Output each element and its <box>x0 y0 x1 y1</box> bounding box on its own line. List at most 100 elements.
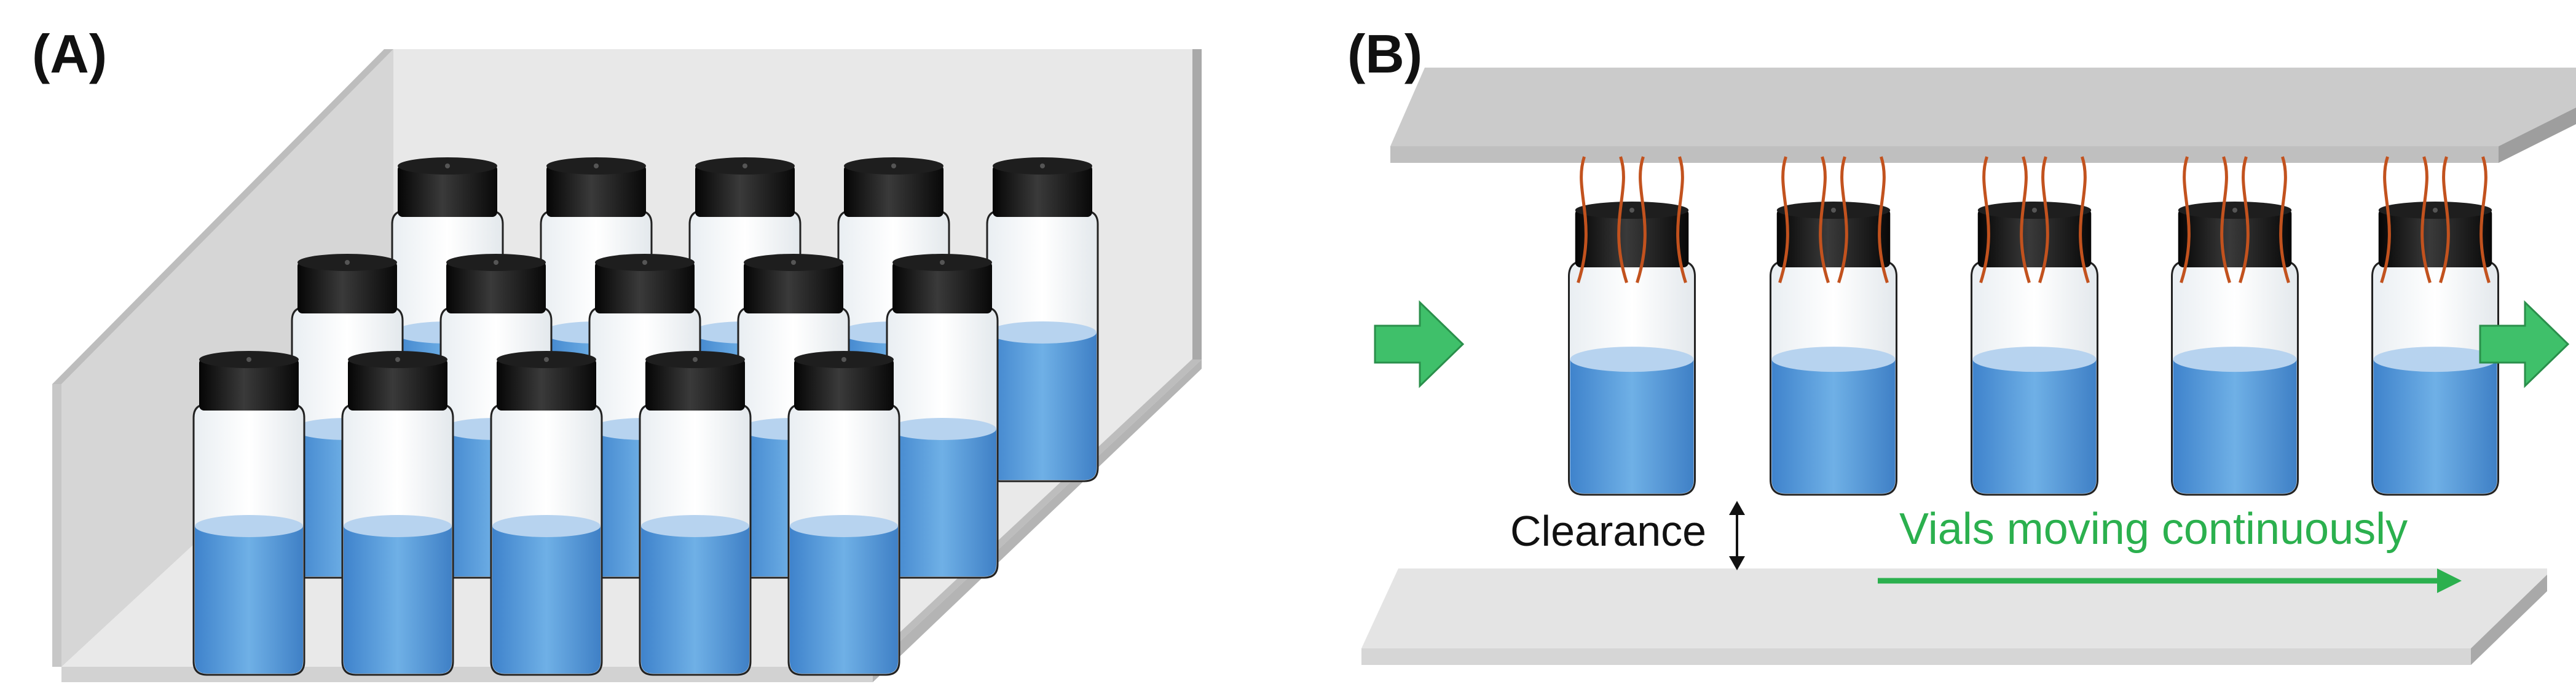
suspension-wire <box>1819 156 1830 283</box>
vial <box>2171 156 2299 496</box>
vial <box>341 351 454 676</box>
panel-a-label: (A) <box>32 23 107 84</box>
vial-cap <box>794 358 894 411</box>
vial-cap <box>1776 209 1891 267</box>
vial-liquid-surface <box>988 321 1097 344</box>
suspension-wire <box>1617 156 1628 283</box>
vial-cap <box>844 165 943 217</box>
tray-left-wall-top <box>52 49 393 384</box>
suspension-wire <box>1837 156 1848 283</box>
suspension-wire <box>2239 156 2250 283</box>
vial-cap <box>297 261 397 313</box>
vial-liquid <box>1771 359 1896 493</box>
panel-b: (B) Clearance Vials moving continuously <box>1347 23 2576 665</box>
vial <box>639 351 752 676</box>
tray-right-wall <box>873 350 1202 667</box>
vial <box>986 157 1099 482</box>
suspension-wire <box>2279 156 2290 283</box>
vial-cap <box>595 261 695 313</box>
suspension-wire <box>2038 156 2049 283</box>
vial-cap-septum <box>345 260 350 265</box>
vial <box>1568 156 1696 496</box>
vial-cap-septum <box>693 357 698 362</box>
vial-liquid <box>2173 359 2297 493</box>
clearance-label: Clearance <box>1510 507 1706 555</box>
panel-a: (A) <box>32 23 1202 682</box>
vial-liquid-surface <box>888 418 996 440</box>
bottom-plate <box>1361 568 2547 665</box>
vial <box>1971 156 2098 496</box>
vial-cap-septum <box>395 357 400 362</box>
vial-cap <box>892 261 992 313</box>
suspension-wire <box>1577 156 1588 283</box>
vial-liquid <box>1972 359 2097 493</box>
top-plate-front <box>1390 146 2499 163</box>
top-plate <box>1390 68 2576 163</box>
vial-liquid <box>492 526 601 674</box>
tray-corner-edge <box>873 360 1202 682</box>
suspension-wire <box>2079 156 2090 283</box>
vial-liquid-surface <box>1570 347 1694 372</box>
tray-front-edge <box>61 667 873 682</box>
suspension-wire <box>2479 156 2491 283</box>
vial <box>1770 156 1897 496</box>
vial-cap <box>1575 209 1689 267</box>
vial-liquid <box>2373 359 2497 493</box>
suspension-wire <box>2220 156 2231 283</box>
vial-cap-septum <box>2032 208 2037 213</box>
suspension-wire <box>1778 156 1789 283</box>
vial-liquid <box>1570 359 1694 493</box>
vial-liquid <box>888 429 996 576</box>
vial-liquid <box>988 332 1097 480</box>
vial-cap-septum <box>742 163 747 168</box>
vial <box>192 351 305 676</box>
vial-cap-septum <box>594 163 599 168</box>
suspension-wire <box>2420 156 2432 283</box>
bottom-plate-side <box>2471 575 2547 665</box>
vial-cap-septum <box>1831 208 1836 213</box>
vial-cap <box>2178 209 2292 267</box>
vial-cap <box>1977 209 2092 267</box>
vial-liquid <box>195 526 303 674</box>
vial-liquid-surface <box>790 515 898 537</box>
vial-cap <box>348 358 447 411</box>
vial-cap-septum <box>940 260 945 265</box>
vial-liquid-surface <box>2373 347 2497 372</box>
vial-liquid-surface <box>492 515 601 537</box>
vial-cap-septum <box>1629 208 1634 213</box>
vial-cap-septum <box>246 357 251 362</box>
motion-arrowhead <box>2437 568 2462 593</box>
vial-cap <box>2378 209 2492 267</box>
vial-cap <box>744 261 843 313</box>
tray-vials <box>192 157 1099 676</box>
vial-cap-septum <box>642 260 647 265</box>
inflow-arrow-icon <box>1374 300 1465 388</box>
vial-cap <box>546 165 646 217</box>
top-plate-surface <box>1390 68 2576 146</box>
vial-liquid-surface <box>344 515 452 537</box>
vial <box>787 351 900 676</box>
tray-right-wall-edge <box>1192 49 1202 360</box>
vial-cap <box>446 261 546 313</box>
vial-cap <box>645 358 745 411</box>
suspension-wire <box>1676 156 1687 283</box>
vial <box>886 254 999 579</box>
vial-liquid-surface <box>1771 347 1896 372</box>
vial-cap-septum <box>1040 163 1045 168</box>
vial-liquid-surface <box>1972 347 2097 372</box>
suspension-wire <box>1979 156 1990 283</box>
vial-liquid <box>641 526 749 674</box>
vial <box>2371 156 2499 496</box>
vial-cap <box>695 165 795 217</box>
suspension-wire <box>1878 156 1889 283</box>
vial-cap-septum <box>445 163 450 168</box>
panel-b-label: (B) <box>1347 23 1422 84</box>
suspension-wire <box>1636 156 1647 283</box>
vial-cap <box>497 358 596 411</box>
vial-cap-septum <box>494 260 498 265</box>
top-plate-side <box>2499 108 2576 163</box>
vial-cap-septum <box>891 163 896 168</box>
tray-left-wall-face <box>52 384 61 667</box>
hanging-vials <box>1568 156 2499 496</box>
suspension-wire <box>2380 156 2391 283</box>
